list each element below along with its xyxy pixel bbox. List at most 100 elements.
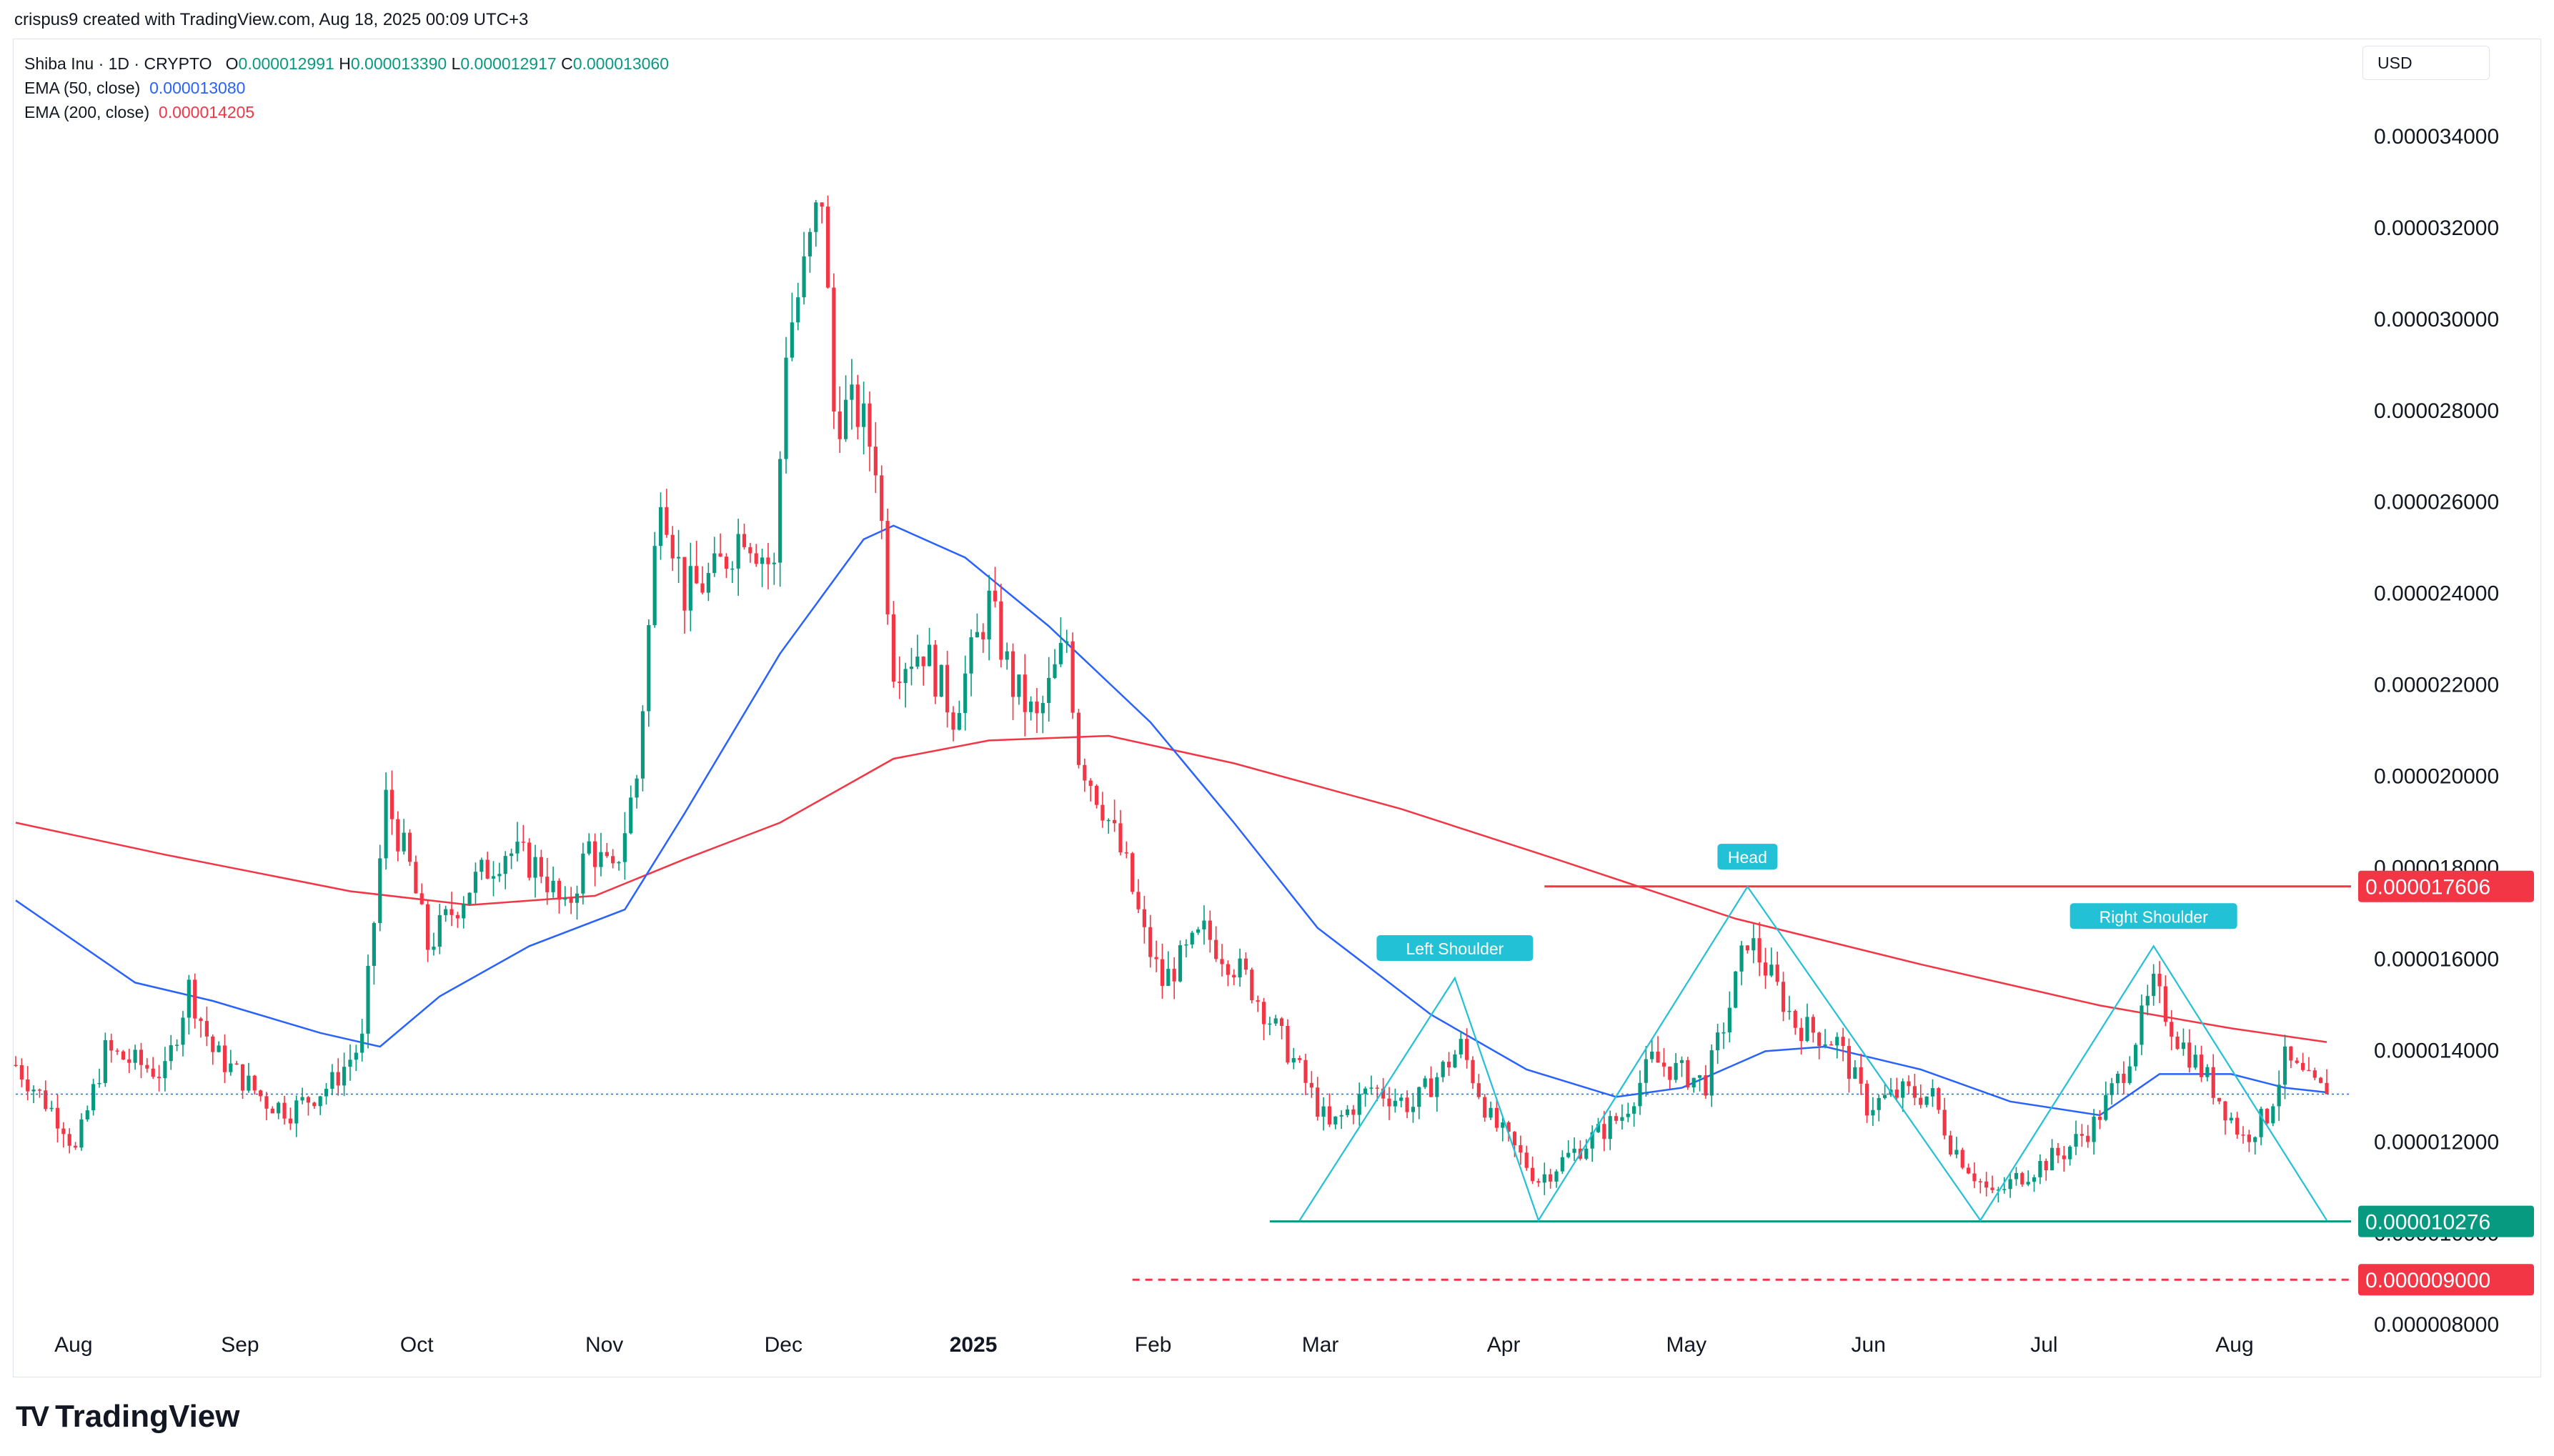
candle-body bbox=[1088, 780, 1093, 786]
header-credit: crispus9 created with TradingView.com, A… bbox=[14, 10, 529, 29]
candle-body bbox=[1734, 971, 1738, 1008]
candle-body bbox=[1076, 712, 1081, 765]
candle-body bbox=[1428, 1078, 1433, 1097]
candle-body bbox=[2307, 1069, 2311, 1072]
candle-body bbox=[742, 534, 747, 547]
candle-body bbox=[2300, 1062, 2305, 1070]
candle-body bbox=[1638, 1082, 1642, 1107]
candle-body bbox=[718, 553, 722, 557]
candle-body bbox=[282, 1102, 287, 1119]
candle-body bbox=[592, 841, 597, 867]
candle-body bbox=[1142, 909, 1146, 927]
candle-body bbox=[259, 1090, 263, 1097]
candle-body bbox=[1321, 1106, 1326, 1117]
candle-body bbox=[898, 682, 902, 684]
candle-body bbox=[987, 590, 991, 639]
x-tick-label: Mar bbox=[1302, 1333, 1339, 1357]
candle-body bbox=[832, 287, 836, 412]
candle-body bbox=[384, 789, 388, 859]
candle-body bbox=[2289, 1046, 2293, 1061]
candle-body bbox=[1656, 1051, 1660, 1063]
candle-body bbox=[1417, 1087, 1421, 1107]
candle-body bbox=[187, 979, 191, 1018]
candle-body bbox=[181, 1017, 185, 1045]
candle-body bbox=[1864, 1083, 1869, 1116]
annotation-label: Head bbox=[1728, 848, 1767, 867]
candle-body bbox=[1501, 1122, 1505, 1128]
candle-body bbox=[778, 459, 782, 563]
candle-body bbox=[1226, 964, 1230, 975]
tradingview-logo[interactable]: TV TradingView bbox=[16, 1399, 240, 1435]
candle-body bbox=[748, 547, 752, 554]
currency-selector[interactable]: USD bbox=[2362, 46, 2490, 80]
candle-body bbox=[491, 876, 496, 879]
candle-body bbox=[2145, 996, 2150, 1006]
tradingview-logo-icon: TV bbox=[16, 1400, 49, 1432]
x-tick-label: Nov bbox=[585, 1333, 623, 1357]
candle-body bbox=[2080, 1134, 2084, 1136]
candle-body bbox=[204, 1021, 209, 1037]
candle-body bbox=[2097, 1117, 2102, 1120]
candle-body bbox=[802, 256, 806, 298]
candle-body bbox=[115, 1050, 119, 1052]
candle-body bbox=[891, 614, 896, 682]
candle-body bbox=[2056, 1147, 2060, 1156]
candle-body bbox=[622, 833, 627, 862]
candle-body bbox=[1942, 1110, 1947, 1136]
candle-body bbox=[312, 1102, 317, 1107]
legend-ema200-label: EMA (200, close) bbox=[24, 103, 150, 121]
candle-body bbox=[1178, 945, 1183, 982]
candle-body bbox=[1757, 938, 1762, 963]
candle-body bbox=[193, 979, 197, 1019]
candle-body bbox=[294, 1100, 299, 1124]
candle-body bbox=[825, 206, 830, 288]
y-tick-label: 0.000014000 bbox=[2374, 1039, 2499, 1062]
candle-body bbox=[1948, 1135, 1953, 1155]
candle-body bbox=[521, 842, 525, 843]
candle-body bbox=[2259, 1109, 2263, 1137]
candle-body bbox=[127, 1059, 131, 1063]
y-tick-label: 0.000032000 bbox=[2374, 216, 2499, 240]
legend-ema200-row[interactable]: EMA (200, close) 0.000014205 bbox=[24, 100, 669, 124]
candle-body bbox=[1763, 962, 1768, 976]
candle-body bbox=[1106, 819, 1110, 822]
legend-ema50-row[interactable]: EMA (50, close) 0.000013080 bbox=[24, 76, 669, 100]
candle-body bbox=[640, 711, 645, 779]
candle-body bbox=[665, 507, 669, 535]
candle-body bbox=[1393, 1100, 1397, 1107]
candle-body bbox=[658, 507, 663, 547]
candle-body bbox=[1912, 1086, 1917, 1098]
y-tick-label: 0.000022000 bbox=[2374, 674, 2499, 697]
candle-body bbox=[1298, 1058, 1302, 1060]
candle-body bbox=[1674, 1062, 1678, 1080]
candle-body bbox=[288, 1118, 292, 1124]
price-label-box bbox=[2358, 870, 2534, 902]
candle-body bbox=[2193, 1054, 2197, 1068]
candle-body bbox=[1387, 1098, 1391, 1107]
candle-body bbox=[557, 880, 562, 900]
legend-symbol: Shiba Inu · 1D · CRYPTO bbox=[24, 54, 212, 73]
chart-legend: Shiba Inu · 1D · CRYPTO O0.000012991 H0.… bbox=[24, 51, 669, 124]
candle-body bbox=[1524, 1152, 1529, 1168]
x-tick-label: Sep bbox=[221, 1333, 259, 1357]
candle-body bbox=[2229, 1117, 2233, 1121]
x-tick-label: Dec bbox=[765, 1333, 803, 1357]
candle-body bbox=[1644, 1059, 1648, 1083]
candle-body bbox=[1345, 1109, 1350, 1115]
candle-body bbox=[1650, 1051, 1654, 1059]
x-tick-label: Feb bbox=[1135, 1333, 1172, 1357]
candle-body bbox=[145, 1064, 149, 1069]
candle-body bbox=[1930, 1088, 1935, 1097]
candle-body bbox=[1608, 1116, 1612, 1140]
candle-body bbox=[151, 1068, 155, 1077]
candle-body bbox=[318, 1096, 322, 1107]
candle-body bbox=[2074, 1134, 2078, 1147]
legend-ohlc-row[interactable]: Shiba Inu · 1D · CRYPTO O0.000012991 H0.… bbox=[24, 51, 669, 76]
candle-body bbox=[336, 1072, 340, 1086]
candle-body bbox=[342, 1067, 347, 1086]
candle-body bbox=[1220, 959, 1224, 964]
candle-body bbox=[1094, 785, 1099, 805]
candle-body bbox=[975, 632, 980, 638]
candle-body bbox=[730, 568, 735, 570]
